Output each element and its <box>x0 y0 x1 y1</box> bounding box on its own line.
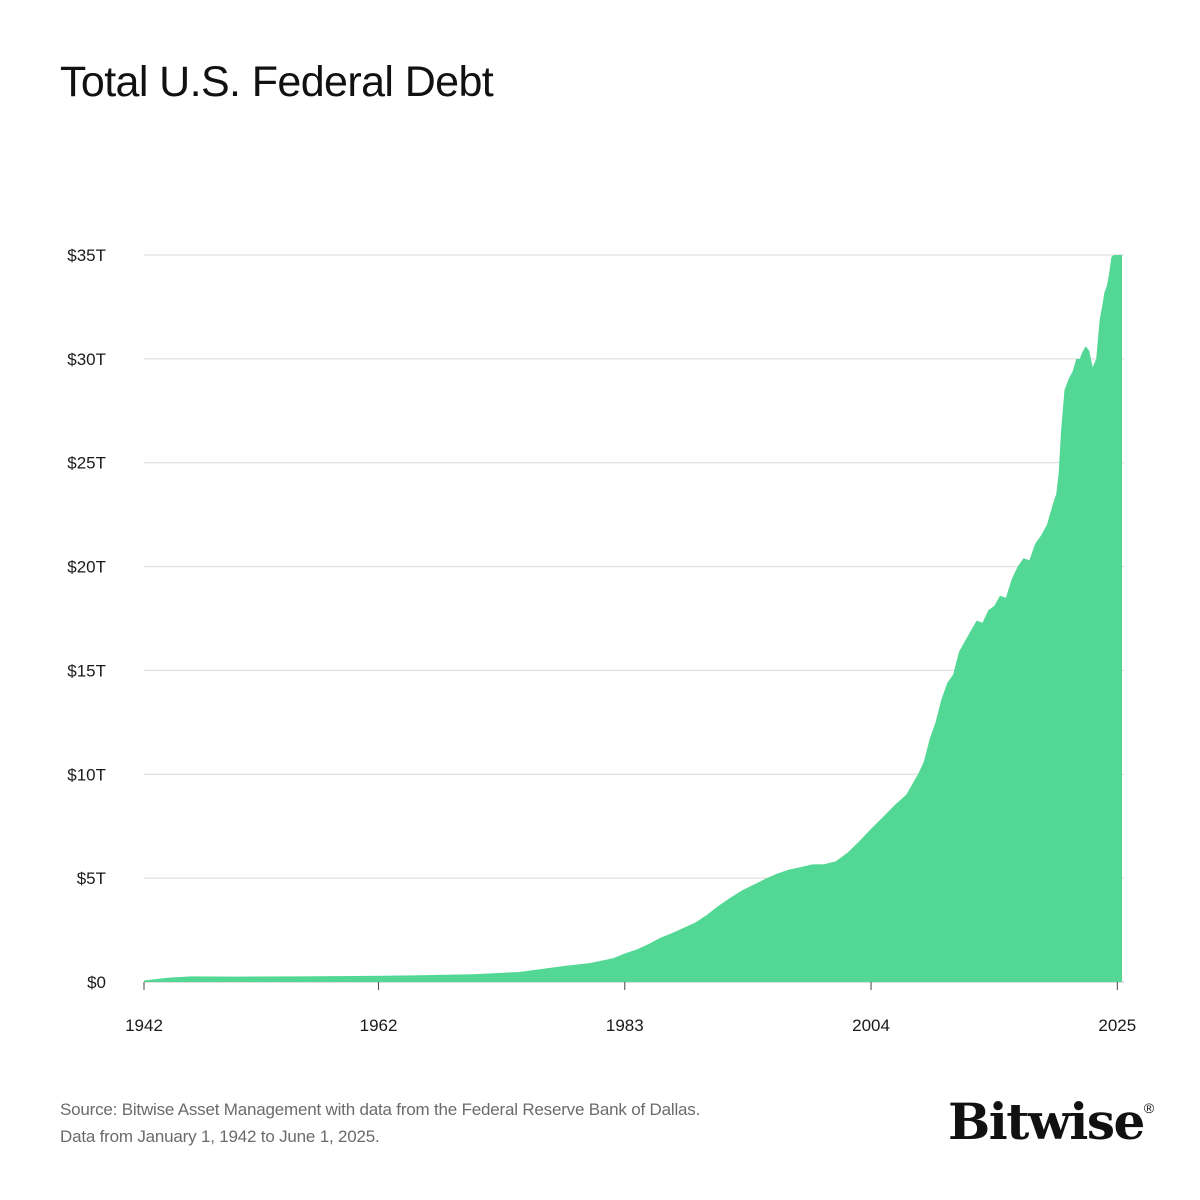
y-tick-label: $5T <box>77 869 106 888</box>
y-tick-label: $15T <box>67 661 106 680</box>
registered-mark: ® <box>1143 1100 1155 1116</box>
source-note: Source: Bitwise Asset Management with da… <box>60 1096 700 1150</box>
y-axis: $0 $5T $10T $15T $20T $25T $30T $35T <box>67 246 106 992</box>
y-tick-label: $10T <box>67 765 106 784</box>
y-tick-label: $30T <box>67 350 106 369</box>
debt-area-series <box>144 255 1122 982</box>
x-tick-label: 2004 <box>852 1016 890 1035</box>
y-tick-label: $25T <box>67 454 106 473</box>
logo-text: Bitwise <box>948 1092 1145 1151</box>
y-tick-label: $20T <box>67 558 106 577</box>
chart-title: Total U.S. Federal Debt <box>60 58 494 106</box>
source-line-2: Data from January 1, 1942 to June 1, 202… <box>60 1127 380 1146</box>
debt-area <box>144 255 1122 982</box>
x-tick-label: 1983 <box>606 1016 644 1035</box>
y-tick-label: $35T <box>67 246 106 265</box>
y-tick-label: $0 <box>87 973 106 992</box>
x-axis: 1942 1962 1983 2004 2025 <box>125 982 1136 1035</box>
x-tick-label: 1942 <box>125 1016 163 1035</box>
x-tick-label: 1962 <box>360 1016 398 1035</box>
source-line-1: Source: Bitwise Asset Management with da… <box>60 1100 701 1119</box>
x-tick-label: 2025 <box>1098 1016 1136 1035</box>
bitwise-logo: Bitwise® <box>948 1092 1154 1151</box>
